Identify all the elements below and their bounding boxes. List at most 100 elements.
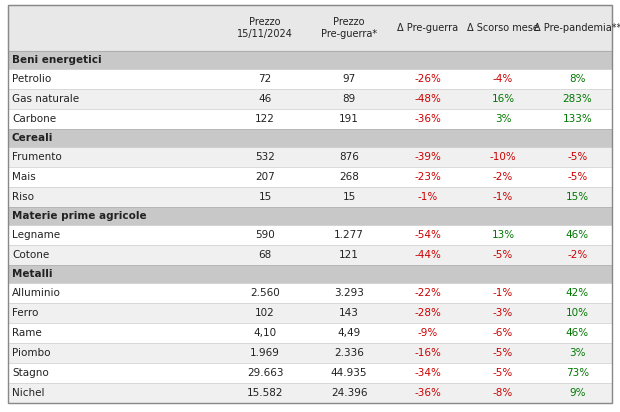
Text: Cotone: Cotone xyxy=(12,250,49,260)
Text: 3%: 3% xyxy=(569,348,586,358)
Bar xyxy=(8,109,612,129)
Text: 1.969: 1.969 xyxy=(250,348,280,358)
Text: -5%: -5% xyxy=(493,348,513,358)
Text: Δ Pre-pandemia**: Δ Pre-pandemia** xyxy=(534,23,620,33)
Text: -44%: -44% xyxy=(415,250,441,260)
Text: Carbone: Carbone xyxy=(12,114,56,124)
Text: Ferro: Ferro xyxy=(12,308,38,318)
Text: -26%: -26% xyxy=(415,74,441,84)
Bar xyxy=(8,225,612,245)
Text: Riso: Riso xyxy=(12,192,34,202)
Text: -5%: -5% xyxy=(567,152,588,162)
Text: -48%: -48% xyxy=(415,94,441,104)
Text: Mais: Mais xyxy=(12,172,36,182)
Text: Frumento: Frumento xyxy=(12,152,62,162)
Text: -1%: -1% xyxy=(493,192,513,202)
Text: 143: 143 xyxy=(339,308,359,318)
Bar xyxy=(8,323,612,343)
Text: 191: 191 xyxy=(339,114,359,124)
Bar xyxy=(8,283,612,303)
Text: 283%: 283% xyxy=(562,94,592,104)
Text: 46: 46 xyxy=(259,94,272,104)
Text: 268: 268 xyxy=(339,172,359,182)
Text: -3%: -3% xyxy=(493,308,513,318)
Bar xyxy=(8,303,612,323)
Text: -5%: -5% xyxy=(493,250,513,260)
Bar xyxy=(8,5,612,51)
Bar xyxy=(8,363,612,383)
Text: Prezzo
Pre-guerra*: Prezzo Pre-guerra* xyxy=(321,17,377,39)
Text: -8%: -8% xyxy=(493,388,513,398)
Text: -5%: -5% xyxy=(567,172,588,182)
Text: Petrolio: Petrolio xyxy=(12,74,51,84)
Bar xyxy=(8,89,612,109)
Text: 97: 97 xyxy=(342,74,356,84)
Text: Stagno: Stagno xyxy=(12,368,49,378)
Text: Piombo: Piombo xyxy=(12,348,50,358)
Text: Δ Pre-guerra: Δ Pre-guerra xyxy=(397,23,459,33)
Bar xyxy=(8,147,612,167)
Bar xyxy=(8,245,612,265)
Bar xyxy=(8,343,612,363)
Text: 2.336: 2.336 xyxy=(334,348,364,358)
Text: 15.582: 15.582 xyxy=(247,388,283,398)
Text: -39%: -39% xyxy=(415,152,441,162)
Text: 9%: 9% xyxy=(569,388,586,398)
Text: 24.396: 24.396 xyxy=(330,388,367,398)
Text: 876: 876 xyxy=(339,152,359,162)
Bar xyxy=(8,167,612,187)
Text: -2%: -2% xyxy=(493,172,513,182)
Text: 10%: 10% xyxy=(566,308,589,318)
Text: 72: 72 xyxy=(259,74,272,84)
Text: 46%: 46% xyxy=(566,328,589,338)
Text: -54%: -54% xyxy=(415,230,441,240)
Text: -36%: -36% xyxy=(415,388,441,398)
Text: -5%: -5% xyxy=(493,368,513,378)
Text: -34%: -34% xyxy=(415,368,441,378)
Text: Rame: Rame xyxy=(12,328,42,338)
Text: -6%: -6% xyxy=(493,328,513,338)
Text: -16%: -16% xyxy=(415,348,441,358)
Text: -1%: -1% xyxy=(418,192,438,202)
Text: 3%: 3% xyxy=(495,114,512,124)
Text: 73%: 73% xyxy=(566,368,589,378)
Text: 46%: 46% xyxy=(566,230,589,240)
Bar xyxy=(8,265,612,283)
Text: 29.663: 29.663 xyxy=(247,368,283,378)
Text: 2.560: 2.560 xyxy=(250,288,280,298)
Text: 1.277: 1.277 xyxy=(334,230,364,240)
Text: 16%: 16% xyxy=(492,94,515,104)
Text: -22%: -22% xyxy=(415,288,441,298)
Text: 68: 68 xyxy=(259,250,272,260)
Text: 15: 15 xyxy=(259,192,272,202)
Text: 121: 121 xyxy=(339,250,359,260)
Bar xyxy=(8,51,612,69)
Text: Metalli: Metalli xyxy=(12,269,53,279)
Text: Gas naturale: Gas naturale xyxy=(12,94,79,104)
Text: 44.935: 44.935 xyxy=(330,368,367,378)
Bar xyxy=(8,129,612,147)
Bar xyxy=(8,207,612,225)
Text: Materie prime agricole: Materie prime agricole xyxy=(12,211,146,221)
Text: Prezzo
15/11/2024: Prezzo 15/11/2024 xyxy=(237,17,293,39)
Text: Cereali: Cereali xyxy=(12,133,53,143)
Text: -10%: -10% xyxy=(490,152,516,162)
Text: -28%: -28% xyxy=(415,308,441,318)
Text: -9%: -9% xyxy=(418,328,438,338)
Text: 102: 102 xyxy=(255,308,275,318)
Text: -4%: -4% xyxy=(493,74,513,84)
Text: Alluminio: Alluminio xyxy=(12,288,61,298)
Text: 3.293: 3.293 xyxy=(334,288,364,298)
Text: 590: 590 xyxy=(255,230,275,240)
Text: 89: 89 xyxy=(342,94,356,104)
Text: 42%: 42% xyxy=(566,288,589,298)
Text: 4,10: 4,10 xyxy=(254,328,277,338)
Text: 532: 532 xyxy=(255,152,275,162)
Text: -1%: -1% xyxy=(493,288,513,298)
Text: 122: 122 xyxy=(255,114,275,124)
Bar xyxy=(8,187,612,207)
Text: 133%: 133% xyxy=(562,114,592,124)
Text: 15: 15 xyxy=(342,192,356,202)
Text: -36%: -36% xyxy=(415,114,441,124)
Bar xyxy=(8,69,612,89)
